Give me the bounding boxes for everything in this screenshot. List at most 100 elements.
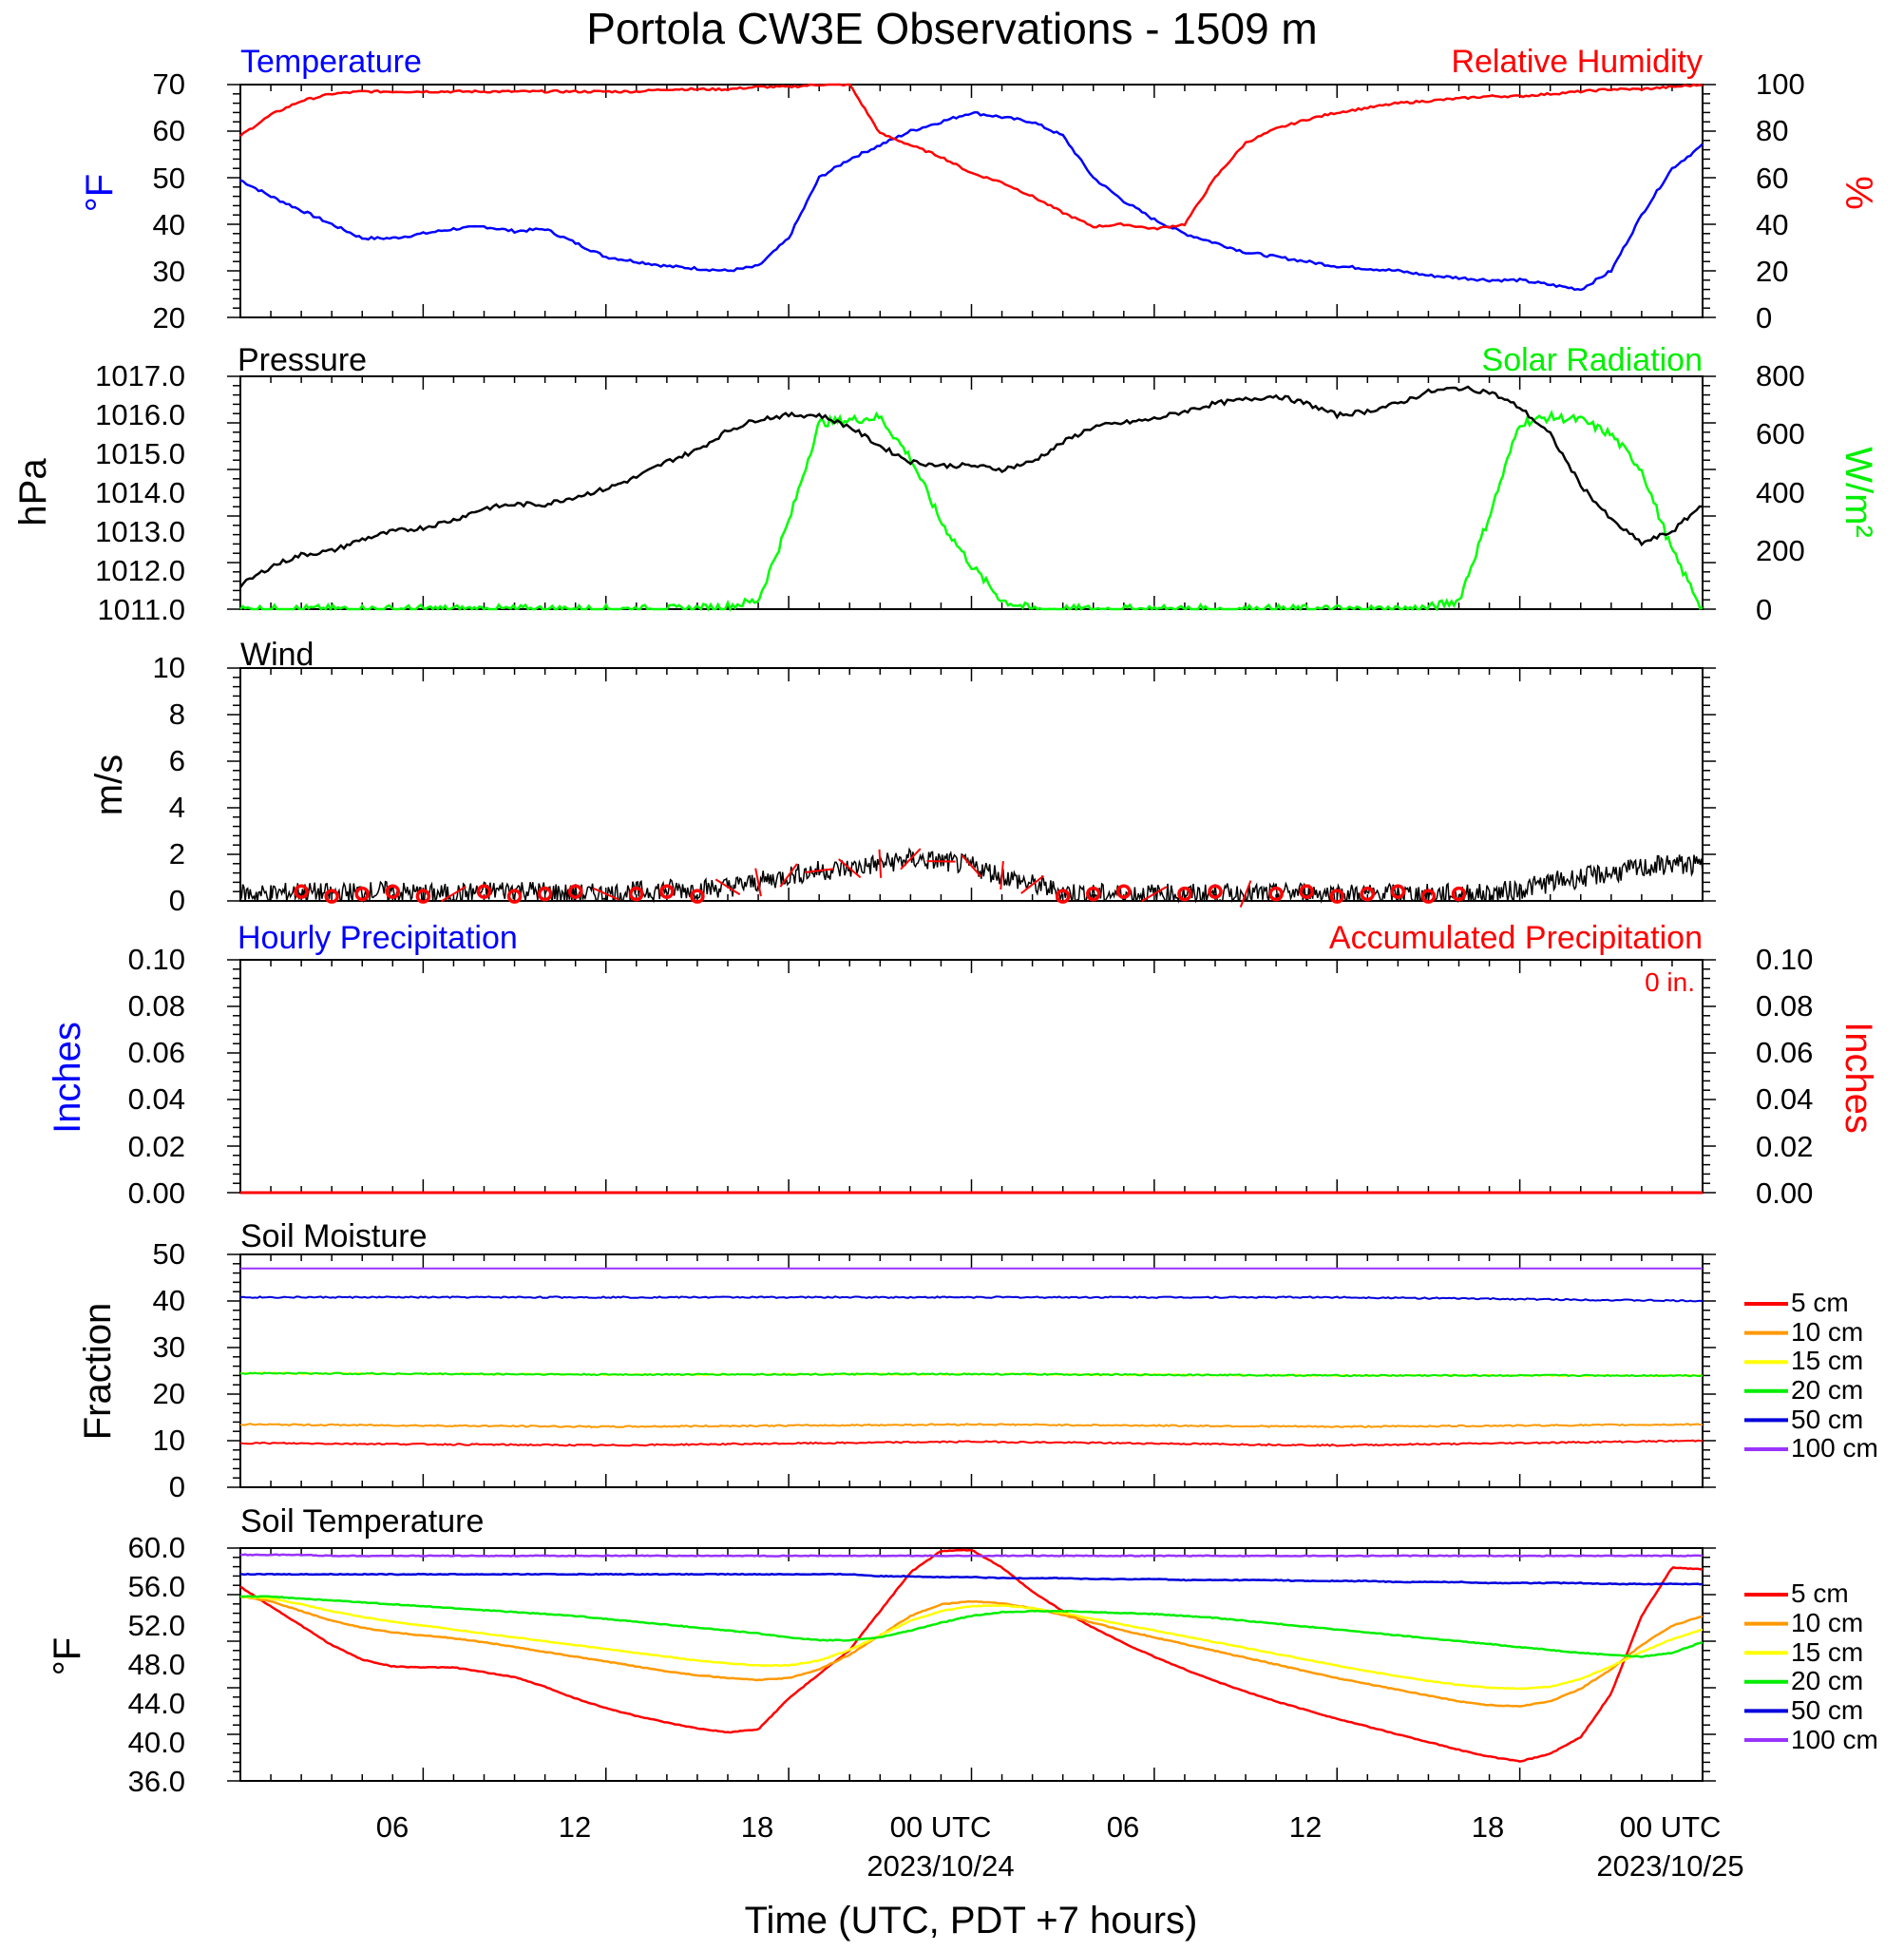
wind-tick-label: 2 (169, 837, 185, 870)
x-tick-label: 18 (1472, 1810, 1504, 1844)
soil-temp-axis-label: °F (47, 1637, 88, 1675)
solar-title: Solar Radiation (1482, 342, 1703, 378)
accum-precip-tick-label: 0.00 (1756, 1176, 1813, 1210)
wind-calm-marker (1390, 884, 1406, 899)
legend-label: 100 cm (1791, 1725, 1878, 1754)
wind-calm-marker (385, 884, 401, 899)
wind-calm-marker (1116, 884, 1132, 899)
accum-precip-tick-label: 0.06 (1756, 1036, 1813, 1069)
wind-barb (1000, 861, 1004, 890)
x-tick-date: 2023/10/25 (1596, 1849, 1743, 1883)
wind-tick-label: 6 (169, 744, 185, 777)
x-axis-label: Time (UTC, PDT +7 hours) (745, 1900, 1198, 1941)
wind-barb (878, 849, 883, 878)
temp-tick-label: 40 (153, 208, 185, 241)
precip-tick-label: 0.02 (128, 1130, 185, 1163)
soil-temp-panel: Soil Temperature °F 36.0 40.0 44.0 48.0 … (47, 1503, 484, 1798)
x-tick-label: 18 (741, 1810, 773, 1844)
legend-label: 15 cm (1791, 1637, 1863, 1667)
pressure-line (239, 385, 1704, 588)
wind-barb (961, 854, 982, 878)
temp-tick-label: 50 (153, 162, 185, 195)
soil-temp-tick-label: 48.0 (128, 1648, 185, 1681)
soil-temp-line (239, 1553, 1704, 1558)
precip-tick-label: 0.04 (128, 1082, 185, 1116)
wind-barb (714, 878, 741, 896)
temp-tick-label: 20 (153, 301, 185, 335)
precip-panel: Hourly Precipitation Accumulated Precipi… (47, 920, 1879, 1210)
rh-tick-label: 100 (1756, 67, 1805, 101)
temp-rh-panel: Temperature Relative Humidity °F % 20 30… (79, 44, 1879, 335)
pressure-solar-panel: Pressure Solar Radiation hPa W/m² 1011.0… (12, 342, 1879, 626)
humidity-title: Relative Humidity (1451, 44, 1703, 80)
wind-calm-marker (324, 889, 339, 904)
legend-label: 15 cm (1791, 1346, 1863, 1375)
wind-barb (441, 886, 466, 903)
soil-temp-tick-label: 52.0 (128, 1609, 185, 1642)
pressure-tick-label: 1016.0 (95, 398, 185, 431)
wind-calm-marker (1329, 889, 1344, 904)
wind-calm-marker (537, 886, 553, 902)
wind-tick-label: 10 (153, 651, 185, 684)
accum-precip-tick-label: 0.04 (1756, 1082, 1813, 1116)
wind-barb (779, 863, 798, 888)
soil-moisture-line (239, 1439, 1704, 1447)
wind-axis-label: m/s (88, 755, 130, 815)
soil-moisture-tick-label: 0 (169, 1470, 185, 1503)
wind-barb (805, 868, 834, 873)
x-tick-label: 00 UTC (890, 1810, 992, 1844)
wind-panel: Wind m/s 0 2 4 6 8 10 (88, 637, 314, 917)
soil-moisture-title: Soil Moisture (240, 1218, 428, 1254)
chart-marks (227, 83, 1788, 1782)
soil-temp-tick-label: 36.0 (128, 1765, 185, 1798)
soil-moisture-legend: 5 cm 10 cm 15 cm 20 cm 50 cm 100 cm (1791, 1288, 1878, 1463)
hourly-precip-title: Hourly Precipitation (238, 920, 518, 956)
panel-frame (239, 1253, 1704, 1488)
wind-calm-marker (659, 884, 675, 899)
soil-moisture-line (239, 1423, 1704, 1428)
rh-tick-label: 0 (1756, 301, 1772, 335)
pressure-tick-label: 1017.0 (95, 359, 185, 392)
accum-precip-title: Accumulated Precipitation (1329, 920, 1703, 956)
wind-title: Wind (240, 637, 314, 673)
temp-tick-label: 30 (153, 255, 185, 288)
accum-precip-total: 0 in. (1645, 967, 1695, 997)
accum-precip-axis-label: Inches (1837, 1022, 1879, 1134)
panel-frame (239, 959, 1704, 1194)
soil-moisture-line (239, 1295, 1704, 1303)
wind-calm-marker (1268, 886, 1284, 902)
humidity-line (239, 83, 1704, 231)
rh-tick-label: 20 (1756, 255, 1788, 288)
wind-barb (838, 858, 862, 879)
wind-barb (1141, 886, 1168, 903)
accum-precip-tick-label: 0.10 (1756, 943, 1813, 976)
pressure-title: Pressure (238, 342, 367, 378)
accum-precip-tick-label: 0.02 (1756, 1130, 1813, 1163)
wind-calm-marker (1086, 886, 1101, 902)
rh-tick-label: 80 (1756, 114, 1788, 147)
legend-label: 10 cm (1791, 1317, 1863, 1347)
precip-tick-label: 0.10 (128, 943, 185, 976)
soil-temp-tick-label: 40.0 (128, 1726, 185, 1759)
wind-calm-marker (354, 886, 370, 902)
x-tick-date: 2023/10/24 (866, 1849, 1014, 1883)
soil-temp-line (239, 1572, 1704, 1586)
wind-calm-marker (1299, 884, 1314, 899)
hourly-precip-axis-label: Inches (47, 1022, 88, 1134)
legend-label: 100 cm (1791, 1433, 1878, 1463)
wind-calm-marker (1208, 884, 1223, 899)
solar-tick-label: 800 (1756, 359, 1805, 392)
wind-calm-marker (1420, 889, 1437, 904)
wind-barb (754, 868, 762, 897)
solar-axis-label: W/m² (1837, 447, 1879, 538)
soil-moisture-tick-label: 30 (153, 1330, 185, 1364)
legend-label: 20 cm (1791, 1375, 1863, 1405)
legend-label: 50 cm (1791, 1695, 1863, 1725)
solar-radiation-line (239, 410, 1704, 613)
rh-tick-label: 40 (1756, 208, 1788, 241)
wind-calm-marker (415, 889, 431, 904)
solar-tick-label: 600 (1756, 417, 1805, 450)
soil-moisture-axis-label: Fraction (77, 1303, 119, 1441)
wind-barb (926, 860, 956, 863)
